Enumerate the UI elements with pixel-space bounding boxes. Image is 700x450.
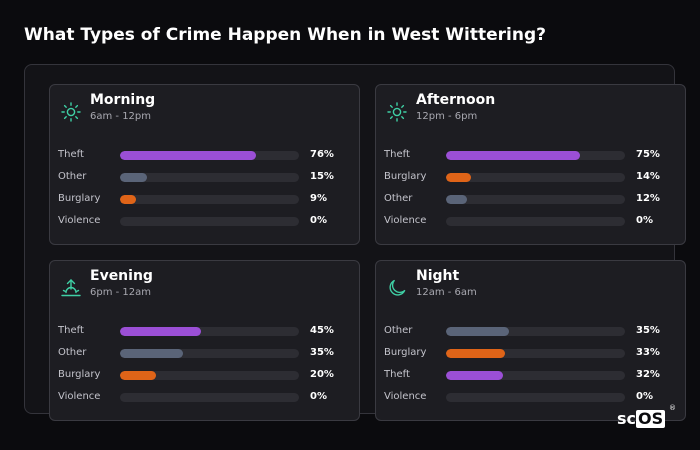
card-morning: Morning 6am - 12pm Theft 76% Other 15% B… [49, 84, 360, 245]
bar-track [446, 173, 625, 182]
crime-percent: 35% [636, 325, 660, 336]
crime-label: Theft [384, 369, 410, 380]
bar-fill [446, 327, 509, 336]
moon-icon [386, 277, 408, 299]
crime-percent: 45% [310, 325, 334, 336]
page-title: What Types of Crime Happen When in West … [24, 25, 546, 45]
crime-row: Other 35% [376, 324, 685, 338]
bar-track [120, 217, 299, 226]
crime-label: Violence [58, 391, 101, 402]
crime-row: Theft 45% [50, 324, 359, 338]
crime-row: Theft 76% [50, 148, 359, 162]
bar-track [120, 349, 299, 358]
sun-icon [60, 101, 82, 123]
crime-percent: 33% [636, 347, 660, 358]
crime-percent: 9% [310, 193, 327, 204]
bar-track [446, 327, 625, 336]
crime-percent: 0% [636, 391, 653, 402]
crime-row: Violence 0% [376, 214, 685, 228]
crime-label: Theft [384, 149, 410, 160]
crime-label: Violence [384, 391, 427, 402]
crime-percent: 15% [310, 171, 334, 182]
crime-label: Other [384, 193, 413, 204]
crime-label: Other [58, 347, 87, 358]
card-title: Night [416, 268, 460, 284]
bar-fill [120, 349, 183, 358]
card-title: Afternoon [416, 92, 496, 108]
crime-label: Theft [58, 149, 84, 160]
crime-percent: 75% [636, 149, 660, 160]
crime-row: Burglary 9% [50, 192, 359, 206]
crime-row: Burglary 14% [376, 170, 685, 184]
bar-track [446, 393, 625, 402]
crime-percent: 12% [636, 193, 660, 204]
bar-track [446, 151, 625, 160]
bar-track [446, 349, 625, 358]
crime-label: Burglary [58, 193, 101, 204]
crime-label: Violence [58, 215, 101, 226]
crime-row: Theft 75% [376, 148, 685, 162]
sun-icon [386, 101, 408, 123]
bar-fill [446, 195, 468, 204]
card-afternoon: Afternoon 12pm - 6pm Theft 75% Burglary … [375, 84, 686, 245]
bar-fill [120, 173, 147, 182]
bar-track [446, 195, 625, 204]
registered-mark: ® [669, 404, 676, 412]
bar-fill [120, 195, 137, 204]
crime-row: Burglary 33% [376, 346, 685, 360]
bar-track [446, 371, 625, 380]
crime-row: Burglary 20% [50, 368, 359, 382]
crime-row: Violence 0% [50, 390, 359, 404]
bar-fill [446, 371, 504, 380]
bar-fill [120, 151, 257, 160]
crime-percent: 0% [636, 215, 653, 226]
card-evening: Evening 6pm - 12am Theft 45% Other 35% B… [49, 260, 360, 421]
bar-track [120, 393, 299, 402]
crime-row: Violence 0% [50, 214, 359, 228]
crime-percent: 14% [636, 171, 660, 182]
crime-row: Other 35% [50, 346, 359, 360]
crime-label: Theft [58, 325, 84, 336]
crime-row: Other 15% [50, 170, 359, 184]
card-night: Night 12am - 6am Other 35% Burglary 33% … [375, 260, 686, 421]
bar-track [120, 151, 299, 160]
bar-track [120, 371, 299, 380]
crime-row: Other 12% [376, 192, 685, 206]
crime-label: Burglary [58, 369, 101, 380]
bar-track [446, 217, 625, 226]
scos-logo: sc OS ® [617, 404, 676, 430]
logo-text-os: OS [636, 408, 666, 428]
crime-label: Burglary [384, 171, 427, 182]
card-subtitle: 6pm - 12am [90, 287, 152, 298]
card-subtitle: 12am - 6am [416, 287, 477, 298]
card-subtitle: 6am - 12pm [90, 111, 152, 122]
bar-fill [446, 173, 472, 182]
bar-track [120, 173, 299, 182]
crime-percent: 0% [310, 215, 327, 226]
crime-label: Burglary [384, 347, 427, 358]
crime-row: Violence 0% [376, 390, 685, 404]
sunset-icon [60, 277, 82, 299]
crime-percent: 20% [310, 369, 334, 380]
bar-track [120, 327, 299, 336]
bar-fill [120, 327, 201, 336]
bar-fill [446, 349, 506, 358]
crime-label: Other [384, 325, 413, 336]
crime-percent: 32% [636, 369, 660, 380]
crime-label: Violence [384, 215, 427, 226]
crime-percent: 76% [310, 149, 334, 160]
logo-text-sc: sc [617, 409, 637, 428]
bar-fill [120, 371, 156, 380]
card-title: Evening [90, 268, 153, 284]
crime-row: Theft 32% [376, 368, 685, 382]
bar-fill [446, 151, 581, 160]
crime-percent: 35% [310, 347, 334, 358]
card-title: Morning [90, 92, 156, 108]
card-subtitle: 12pm - 6pm [416, 111, 478, 122]
crime-label: Other [58, 171, 87, 182]
crime-percent: 0% [310, 391, 327, 402]
bar-track [120, 195, 299, 204]
